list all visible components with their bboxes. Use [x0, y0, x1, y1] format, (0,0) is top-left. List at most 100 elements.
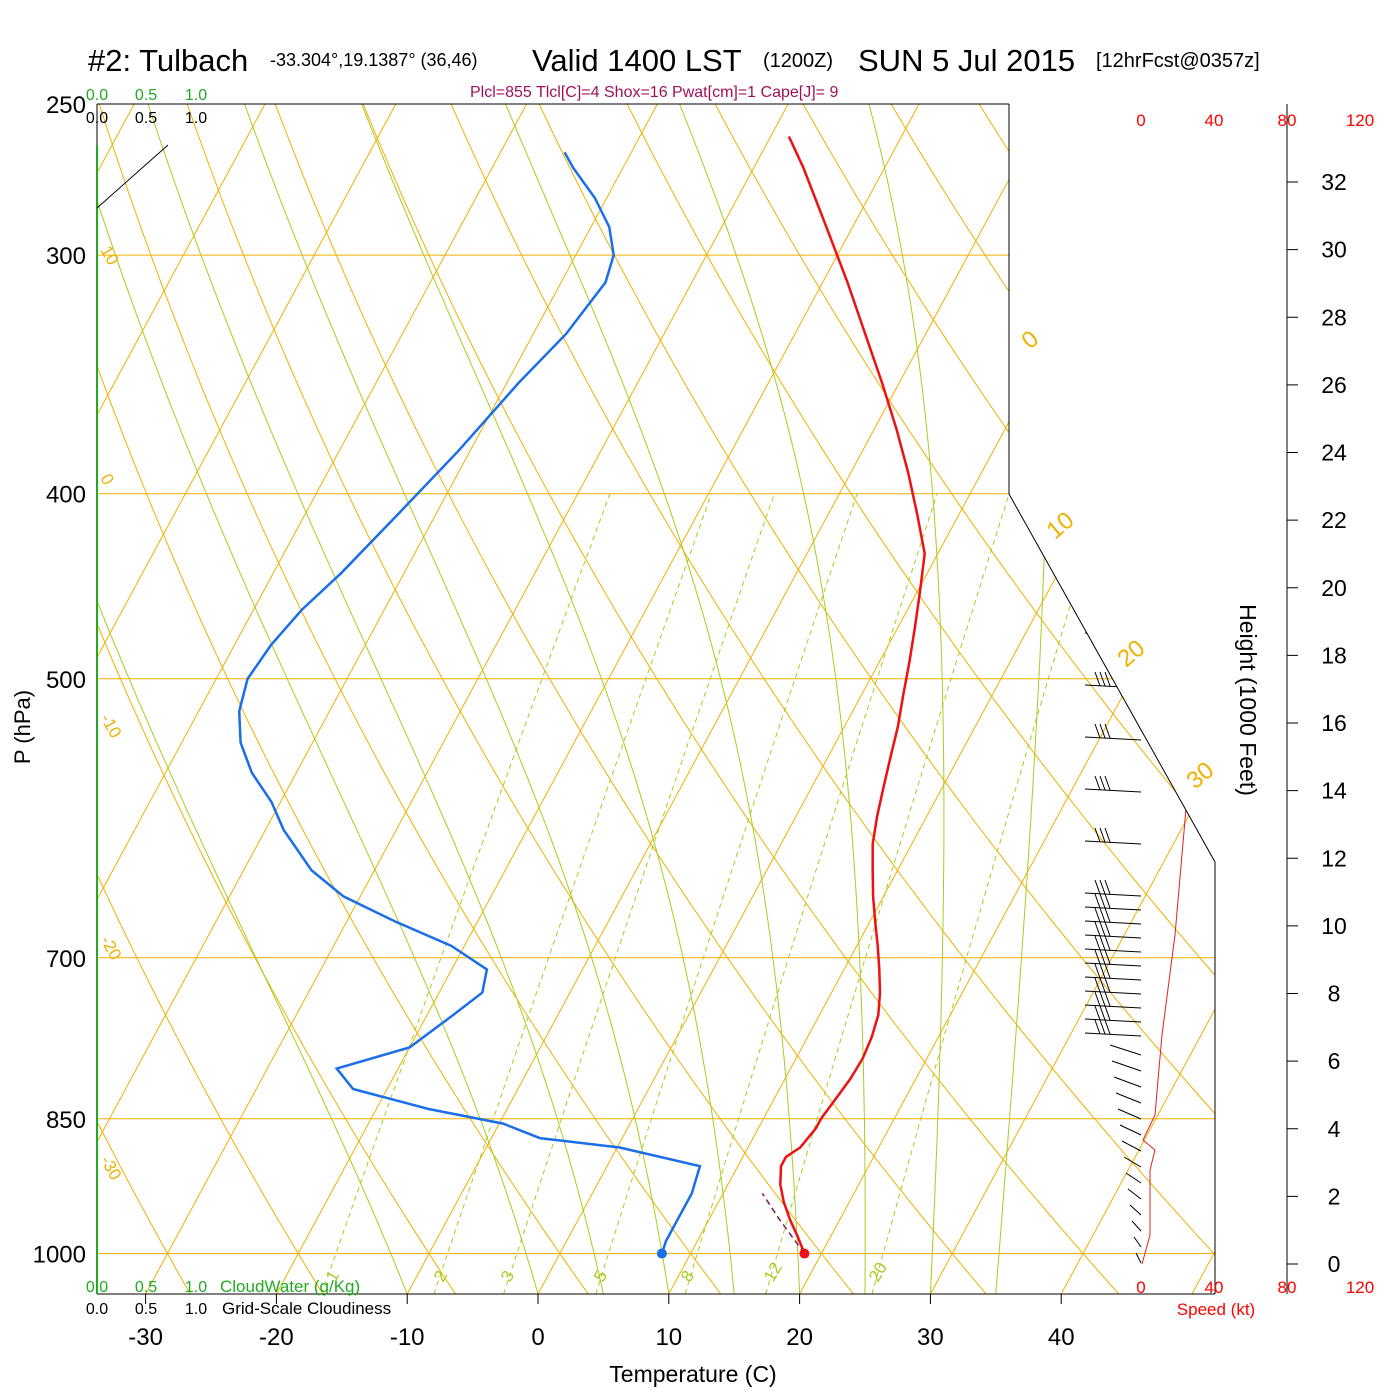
cloudwater-tick-top: 0.5	[135, 87, 157, 104]
wind-feather	[1094, 827, 1101, 843]
wind-feather	[1094, 879, 1101, 895]
moist-adiabat	[97, 198, 539, 1294]
wind-barb	[1115, 1092, 1142, 1104]
wind-barb	[1111, 1060, 1142, 1072]
wind-feather	[1094, 991, 1101, 1007]
wind-feather	[1094, 723, 1101, 739]
dry-adiabat	[538, 104, 1215, 1115]
plot-frame	[96, 103, 1400, 1304]
dry-adiabat-label: -10	[97, 711, 126, 742]
stability-indices: Plcl=855 Tlcl[C]=4 Shox=16 Pwat[cm]=1 Ca…	[470, 84, 839, 101]
x-tick-label: -30	[128, 1324, 163, 1351]
wind-barb	[1131, 1220, 1142, 1232]
height-tick-label: 16	[1321, 710, 1347, 736]
wind-feather	[1094, 893, 1101, 909]
dry-adiabat	[97, 622, 457, 1294]
wind-barb	[1121, 1140, 1142, 1152]
isotherm-line	[275, 104, 920, 1294]
speed-tick-bottom: 80	[1278, 1278, 1297, 1297]
cloudiness-tick-bottom: 0.5	[135, 1301, 157, 1318]
mixing-ratio-label: 20	[865, 1259, 891, 1285]
wind-feather	[1104, 963, 1111, 979]
isotherm-line	[0, 104, 3, 1294]
wind-feather	[1104, 1019, 1111, 1035]
cloudiness-profile-line	[96, 144, 169, 209]
x-tick-label: 0	[531, 1324, 544, 1351]
wind-feather	[1094, 775, 1101, 791]
dry-adiabat-label: -30	[97, 1153, 126, 1184]
wind-feather	[1104, 827, 1111, 843]
wind-barb	[1084, 1032, 1142, 1037]
axis-labels: 0246810121416182022242628303200404080801…	[10, 87, 1374, 1387]
pressure-tick-label: 1000	[33, 1242, 86, 1269]
wind-feather	[1099, 893, 1106, 909]
wind-barb	[1127, 1188, 1142, 1200]
wind-feather	[1094, 1005, 1101, 1021]
wind-feather	[1099, 935, 1106, 951]
cloudwater-tick-bottom: 0.0	[86, 1279, 108, 1296]
cloudwater-tick-bottom: 1.0	[185, 1279, 207, 1296]
parcel-trace	[761, 1192, 806, 1254]
moist-adiabat	[97, 599, 408, 1294]
wind-feather	[1104, 723, 1111, 739]
pressure-tick-label: 400	[46, 482, 86, 509]
wind-feather	[1099, 963, 1106, 979]
wind-barb	[1084, 934, 1142, 939]
cloudiness-tick-top: 0.0	[86, 110, 108, 127]
height-tick-label: 28	[1321, 304, 1347, 330]
mixing-ratio-label: 8	[677, 1267, 698, 1285]
isotherm-line	[97, 104, 528, 901]
dry-adiabat	[714, 104, 1215, 841]
height-tick-label: 22	[1321, 507, 1347, 533]
wind-barb	[1084, 788, 1142, 793]
y-axis-title: P (hPa)	[10, 690, 35, 764]
wind-feather	[1104, 879, 1111, 895]
frame-right-step	[1008, 104, 1216, 1294]
height-tick-label: 32	[1321, 169, 1347, 195]
wind-feather	[1099, 921, 1106, 937]
wind-feather	[1104, 671, 1111, 687]
x-tick-label: 10	[655, 1324, 682, 1351]
cloudiness-label: Grid-Scale Cloudiness	[222, 1299, 391, 1318]
wind-feather	[1104, 977, 1111, 993]
wind-feather	[1104, 921, 1111, 937]
isotherm-line	[145, 104, 789, 1294]
cloudwater-tick-top: 0.0	[86, 87, 108, 104]
x-axis-title: Temperature (C)	[609, 1361, 776, 1387]
wind-barb	[1084, 990, 1142, 995]
isotherm-line	[1060, 1008, 1215, 1294]
speed-tick-top: 120	[1346, 111, 1374, 130]
wind-barb	[1119, 1124, 1142, 1136]
valid-time: Valid 1400 LST	[532, 43, 742, 78]
station-coordinates: -33.304°,19.1387° (36,46)	[270, 50, 478, 70]
x-tick-label: -10	[390, 1324, 425, 1351]
height-tick-label: 14	[1321, 778, 1347, 804]
mixing-ratio-line	[765, 493, 1010, 1294]
pressure-tick-label: 300	[46, 243, 86, 270]
wind-barb	[1113, 1076, 1142, 1088]
utc-time: (1200Z)	[763, 50, 834, 72]
height-tick-label: 6	[1328, 1048, 1341, 1074]
speed-tick-bottom: 0	[1136, 1278, 1145, 1297]
dry-adiabat	[274, 104, 987, 1294]
mixing-ratio-label: 3	[497, 1267, 518, 1285]
cloudwater-tick-top: 1.0	[185, 87, 207, 104]
dry-adiabat	[362, 104, 1120, 1294]
speed-tick-top: 0	[1136, 111, 1145, 130]
isotherm-line	[406, 104, 1051, 1294]
mixing-ratio-label: 12	[760, 1259, 786, 1285]
wind-feather	[1104, 991, 1111, 1007]
valid-date: SUN 5 Jul 2015	[858, 43, 1076, 78]
pressure-tick-label: 250	[46, 92, 86, 119]
wind-barb	[1135, 1252, 1142, 1264]
wind-feather	[1099, 1005, 1106, 1021]
wind-feather	[1099, 723, 1106, 739]
wind-barb	[1123, 1156, 1142, 1168]
speed-tick-top: 40	[1205, 111, 1224, 130]
wind-feather	[1094, 963, 1101, 979]
height-tick-label: 2	[1328, 1183, 1341, 1209]
wind-feather	[1094, 949, 1101, 965]
height-tick-label: 26	[1321, 372, 1347, 398]
isotherm-line	[97, 104, 397, 659]
